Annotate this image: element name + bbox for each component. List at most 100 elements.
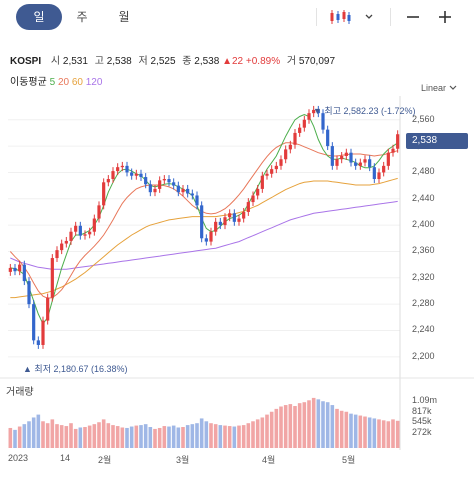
ma5-label[interactable]: 5: [49, 77, 56, 88]
candle-body: [88, 231, 92, 235]
candle-body: [363, 159, 367, 163]
candle: [344, 148, 348, 160]
candle-body: [284, 149, 288, 160]
candle: [186, 184, 190, 198]
close-value: 2,538: [194, 56, 220, 67]
candle-body: [307, 113, 311, 120]
volume-bar: [372, 418, 377, 448]
volume-bar: [349, 413, 353, 448]
candle-body: [242, 211, 246, 219]
price-tick: 2,400: [412, 219, 435, 230]
candle: [326, 125, 330, 151]
plus-icon[interactable]: [432, 4, 458, 30]
close-label: 종: [182, 56, 192, 67]
volume-bar: [181, 427, 185, 448]
volume-bar: [232, 426, 237, 448]
candle: [153, 184, 157, 197]
candle: [74, 221, 78, 236]
candle: [125, 161, 129, 177]
candle: [64, 236, 68, 248]
volume-tick: 545k: [412, 416, 432, 426]
ma120-label[interactable]: 120: [85, 77, 103, 88]
candle: [176, 181, 180, 197]
candle: [167, 175, 171, 187]
candlestick-icon[interactable]: [326, 4, 354, 30]
candle-body: [321, 113, 325, 130]
candle: [50, 254, 54, 302]
candle-body: [377, 172, 381, 180]
moving-average-legend: 이동평균 5 20 60 120: [10, 73, 102, 88]
candle: [27, 277, 31, 309]
candle: [302, 115, 306, 132]
ma20-polyline: [9, 142, 398, 299]
ma60-label[interactable]: 60: [71, 77, 83, 88]
candle: [288, 140, 292, 154]
candle-body: [270, 169, 274, 174]
date-tick: 2월: [98, 455, 112, 465]
volume-bar: [27, 421, 31, 448]
candle: [349, 148, 353, 167]
volume-bar: [311, 397, 316, 448]
candle: [237, 214, 241, 226]
volume-bar: [237, 425, 241, 448]
candle: [228, 209, 232, 222]
tab-week[interactable]: 주: [76, 10, 88, 24]
candle-body: [186, 188, 190, 194]
volume-bar: [162, 426, 167, 448]
candle-body: [274, 165, 278, 170]
candle-body: [148, 184, 152, 193]
candle-body: [298, 127, 302, 133]
candle-body: [18, 264, 22, 272]
current-price-tag: 2,538: [406, 133, 468, 149]
candle: [102, 178, 106, 210]
volume-tick: 817k: [412, 405, 432, 416]
change-value: ▲22: [222, 56, 244, 67]
candle-body: [172, 182, 176, 186]
candle: [214, 217, 218, 236]
volume-bar: [143, 424, 148, 448]
tab-day[interactable]: 일: [16, 4, 62, 30]
candle: [256, 184, 260, 200]
price-tick: 2,200: [412, 350, 435, 361]
volume-bar: [377, 419, 381, 448]
chevron-down-icon[interactable]: [360, 4, 378, 30]
candle-body: [167, 179, 171, 183]
candle: [335, 155, 339, 170]
volume-bar: [344, 411, 349, 448]
candle: [148, 180, 152, 197]
scale-selector[interactable]: Linear: [421, 83, 457, 93]
ma60-line: [10, 177, 398, 299]
candle: [162, 175, 166, 185]
volume-bar: [69, 423, 73, 448]
chevron-down-icon: [449, 85, 456, 90]
candle-body: [256, 188, 260, 196]
volume-bar: [391, 419, 395, 448]
minus-icon[interactable]: [400, 4, 426, 30]
chart-grid: [0, 96, 474, 450]
ma20-label[interactable]: 20: [57, 77, 70, 88]
candle: [368, 155, 372, 172]
candle-body: [134, 173, 138, 176]
price-tick: 2,360: [412, 245, 435, 256]
tab-month[interactable]: 월: [118, 10, 130, 24]
price-tick: 2,320: [412, 271, 435, 282]
candle-body: [176, 185, 180, 193]
candle: [232, 209, 236, 226]
candlesticks: [8, 105, 400, 349]
price-tick: 2,240: [412, 324, 435, 335]
volume-bar: [41, 421, 45, 448]
candle: [382, 161, 386, 177]
candle: [274, 161, 278, 174]
candle: [386, 148, 390, 170]
ma120-line: [10, 200, 398, 270]
date-tick: 4월: [262, 455, 276, 465]
volume-bar: [386, 421, 391, 448]
candle-body: [195, 195, 199, 206]
ma20-line: [9, 142, 398, 299]
volume-bar: [64, 426, 69, 448]
volume-bar: [367, 417, 372, 448]
candle: [377, 168, 381, 183]
volume-bar: [227, 426, 232, 448]
candle-body: [265, 173, 269, 176]
